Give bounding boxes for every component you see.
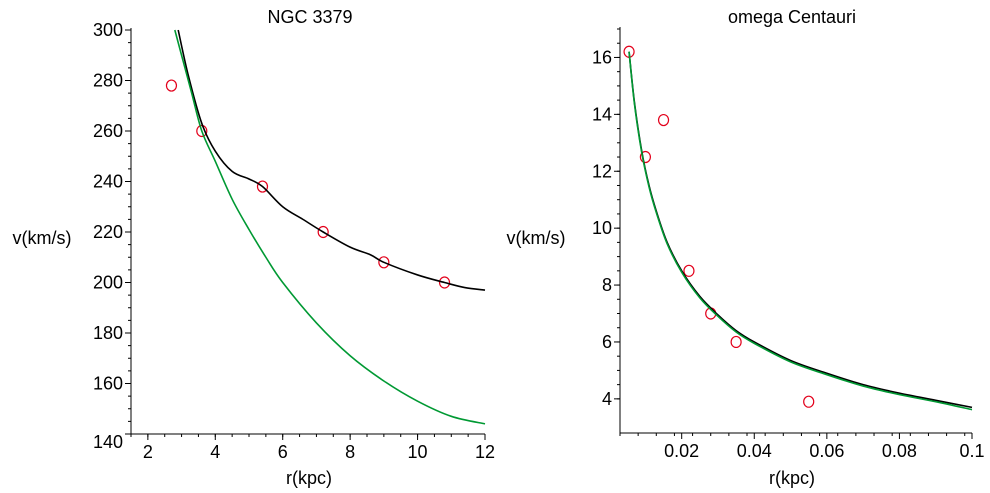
y-tick-label: 160 [93, 374, 123, 394]
black-model-curve [177, 29, 486, 291]
chart-title: NGC 3379 [267, 7, 352, 27]
y-tick-label: 10 [592, 218, 612, 238]
y-tick-label: 14 [592, 104, 612, 124]
x-tick-label: 0.02 [664, 441, 699, 461]
data-point [378, 256, 390, 269]
green-model-curve [174, 29, 486, 425]
y-tick-label: 8 [602, 275, 612, 295]
x-tick-label: 2 [143, 442, 153, 462]
x-tick-label: 0.1 [959, 441, 984, 461]
x-tick-label: 10 [408, 442, 428, 462]
data-point [730, 335, 742, 349]
y-tick-label: 16 [592, 47, 612, 67]
y-tick-label: 300 [93, 20, 123, 40]
x-tick-label: 4 [210, 442, 220, 462]
data-point [317, 225, 329, 239]
data-point [438, 276, 451, 289]
x-tick-label: 0.06 [809, 441, 844, 461]
y-tick-label: 140 [93, 432, 123, 452]
y-tick-label: 180 [93, 323, 123, 343]
chart-panel-ngc-3379: NGC 3379 v(km/s) r(kpc) 2 4 6 8 10 12 140 160 18… [13, 7, 496, 488]
y-tick-label: 12 [592, 161, 612, 181]
data-point [165, 79, 178, 92]
y-tick-label: 240 [93, 172, 123, 192]
y-tick-label: 6 [602, 332, 612, 352]
x-tick-label: 0.08 [882, 441, 917, 461]
data-point [256, 180, 269, 193]
data-point [657, 113, 670, 127]
y-axis-label: v(km/s) [13, 228, 72, 248]
x-axis-label: r(kpc) [769, 468, 815, 488]
chart-title: omega Centauri [728, 7, 856, 27]
x-tick-label: 6 [278, 442, 288, 462]
black-model-curve [628, 51, 973, 409]
green-model-curve [628, 51, 973, 411]
y-tick-label: 200 [93, 273, 123, 293]
y-tick-label: 260 [93, 121, 123, 141]
data-point [803, 395, 815, 408]
y-tick-label: 4 [602, 389, 612, 409]
x-tick-label: 8 [345, 442, 355, 462]
y-axis-label: v(km/s) [507, 228, 566, 248]
x-tick-label: 12 [475, 442, 495, 462]
y-tick-label: 220 [93, 222, 123, 242]
x-axis-label: r(kpc) [286, 468, 332, 488]
y-tick-label: 280 [93, 71, 123, 91]
data-point [683, 264, 695, 277]
x-tick-label: 0.04 [737, 441, 772, 461]
data-point [639, 150, 652, 164]
chart-panel-omega-centauri: omega Centauri v(km/s) r(kpc) 0.02 0.04 0.… [507, 7, 985, 488]
